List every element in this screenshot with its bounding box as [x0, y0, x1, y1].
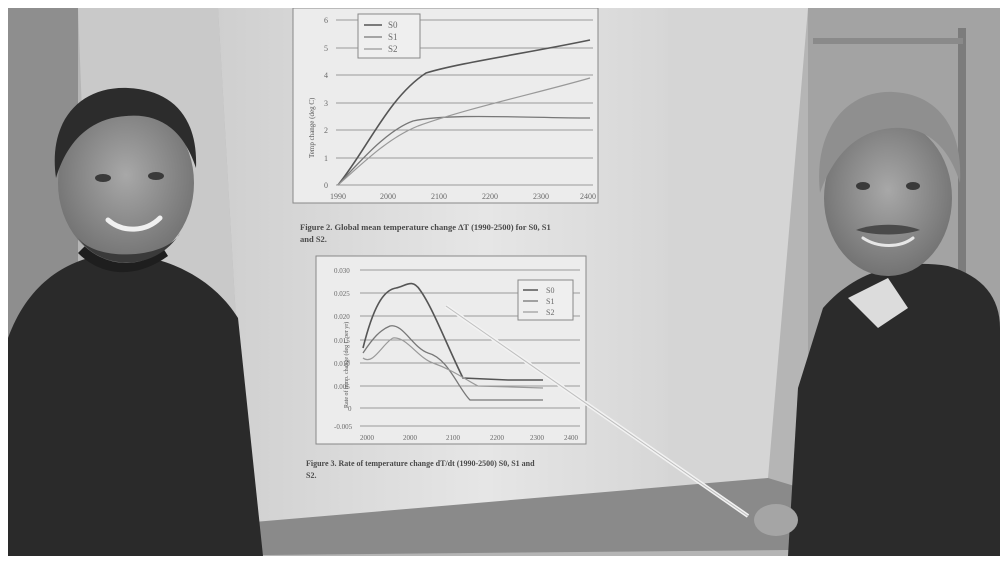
fig3-xtick: 2000 [360, 434, 375, 442]
right-person-collar [848, 278, 908, 328]
fig3-ytick: 0 [348, 405, 352, 413]
fig2-y-axis-label: Temp change (deg C) [308, 97, 316, 158]
right-wall-lit [668, 8, 808, 508]
fig3-series-s0 [362, 282, 543, 381]
fig2-series-s1 [337, 115, 591, 186]
figure-3: 0.030 0.025 0.020 0.015 0.010 0.005 0 -0… [306, 255, 587, 480]
fig2-ytick: 6 [324, 16, 328, 25]
right-person-mustache [856, 224, 920, 235]
fig2-legend-s2: S2 [388, 44, 398, 54]
fig3-xtick: 2000 [403, 434, 418, 442]
fig3-xtick: 2400 [564, 434, 579, 442]
left-person-sweater [8, 253, 263, 556]
fig2-legend: S0 S1 S2 [357, 13, 421, 59]
fig3-ytick: 0.025 [334, 290, 350, 298]
fig3-ytick: 0.030 [334, 267, 350, 275]
fig2-xtick: 2000 [380, 192, 396, 201]
fig2-ytick: 3 [324, 99, 328, 108]
fig2-xtick: 2200 [482, 192, 498, 201]
fig3-legend: S0 S1 S2 [517, 279, 574, 321]
fig3-xtick: 2100 [446, 434, 461, 442]
fig2-caption-line2: and S2. [300, 234, 327, 244]
fig3-series-s1 [362, 325, 543, 401]
fig2-caption-line1: Figure 2. Global mean temperature change… [300, 222, 551, 232]
figure-2-plot-border [292, 8, 599, 204]
fig2-legend-s0: S0 [388, 20, 398, 30]
right-person-hair [819, 91, 961, 193]
left-person-face [58, 103, 194, 263]
fig2-xtick: 2100 [431, 192, 447, 201]
fig3-y-axis-label: Rate of temp. change (deg C per yr) [343, 322, 350, 408]
figure-2: 6 5 4 3 2 1 0 1990 2000 2100 2200 2300 2… [292, 8, 599, 244]
photo-frame: 6 5 4 3 2 1 0 1990 2000 2100 2200 2300 2… [8, 8, 1000, 556]
photo-scene: 6 5 4 3 2 1 0 1990 2000 2100 2200 2300 2… [8, 8, 1000, 556]
fig2-ytick: 4 [324, 71, 328, 80]
right-person-face [824, 120, 952, 276]
fig2-ytick: 1 [324, 154, 328, 163]
fig2-legend-s1: S1 [388, 32, 398, 42]
fig3-series-s2 [362, 337, 544, 389]
door-frame [958, 28, 966, 488]
fig3-ytick: 0.015 [334, 337, 350, 345]
fig2-xtick: 1990 [330, 192, 346, 201]
fig3-ytick: -0.005 [334, 423, 353, 431]
fig3-xtick: 2300 [530, 434, 545, 442]
right-person-sweater [788, 263, 1000, 556]
fig2-series-s0 [337, 39, 591, 186]
left-person-hair [54, 87, 197, 178]
left-person-smile [105, 215, 163, 232]
right-person [754, 91, 1000, 556]
left-person-beard [78, 233, 180, 263]
fig3-ytick: 0.005 [334, 383, 350, 391]
fig2-xtick: 2400 [580, 192, 596, 201]
right-person-hand [754, 504, 798, 536]
fig3-legend-s2: S2 [546, 308, 554, 317]
fig3-caption-line2: S2. [306, 471, 316, 480]
fig2-xtick: 2300 [533, 192, 549, 201]
fig3-caption-line1: Figure 3. Rate of temperature change dT/… [306, 459, 535, 468]
left-person [8, 87, 263, 556]
fig3-xtick: 2200 [490, 434, 505, 442]
fig2-ytick: 5 [324, 44, 328, 53]
fig3-legend-s1: S1 [546, 297, 554, 306]
fig3-legend-s0: S0 [546, 286, 554, 295]
fig2-series-s2 [337, 77, 591, 186]
fig2-ytick: 0 [324, 181, 328, 190]
fig3-ytick: 0.010 [334, 360, 350, 368]
fig2-ytick: 2 [324, 126, 328, 135]
fig3-ytick: 0.020 [334, 313, 350, 321]
